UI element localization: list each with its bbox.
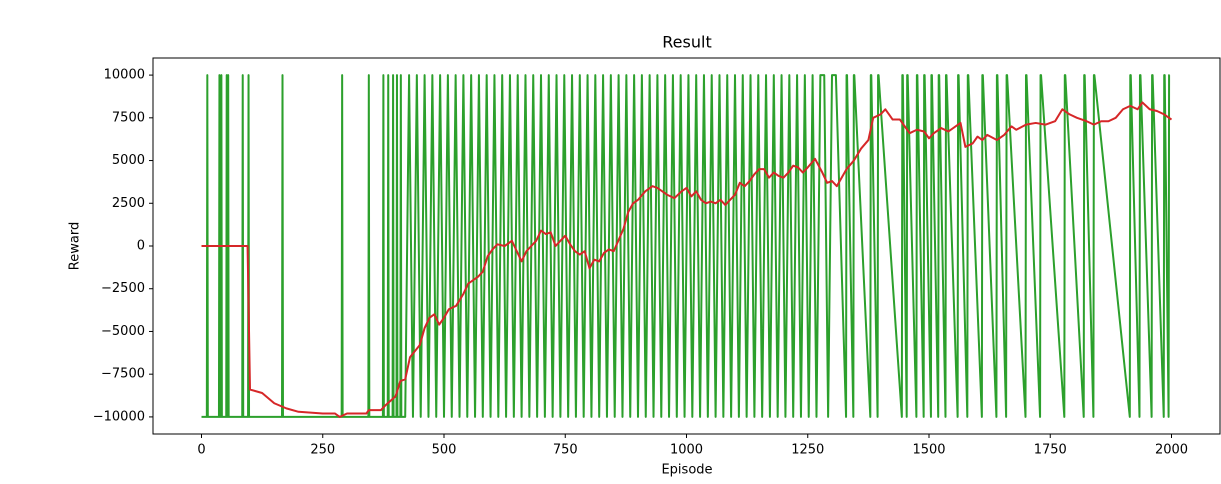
y-tick-label: 0: [137, 239, 145, 254]
x-tick-label: 1750: [1034, 443, 1067, 458]
x-tick-label: 250: [310, 443, 335, 458]
y-tick-label: 2500: [112, 196, 145, 211]
x-tick-label: 750: [553, 443, 578, 458]
series-line: [201, 101, 1173, 418]
y-tick-label: −5000: [101, 324, 145, 339]
x-tick-label: 2000: [1155, 443, 1188, 458]
y-tick-label: −2500: [101, 281, 145, 296]
x-tick-label: 1500: [912, 443, 945, 458]
x-tick-label: 0: [197, 443, 205, 458]
y-tick-label: 7500: [112, 110, 145, 125]
series-line: [201, 74, 1171, 418]
y-tick-label: 5000: [112, 153, 145, 168]
x-tick-label: 1000: [670, 443, 703, 458]
x-axis-label: Episode: [661, 463, 712, 478]
y-axis-label: Reward: [68, 222, 83, 270]
chart-title: Result: [662, 33, 711, 52]
y-tick-label: −10000: [93, 409, 145, 424]
y-tick-label: 10000: [104, 68, 145, 83]
y-tick-label: −7500: [101, 367, 145, 382]
plot-frame: [152, 57, 1221, 435]
x-tick-label: 1250: [791, 443, 824, 458]
x-tick-label: 500: [432, 443, 457, 458]
